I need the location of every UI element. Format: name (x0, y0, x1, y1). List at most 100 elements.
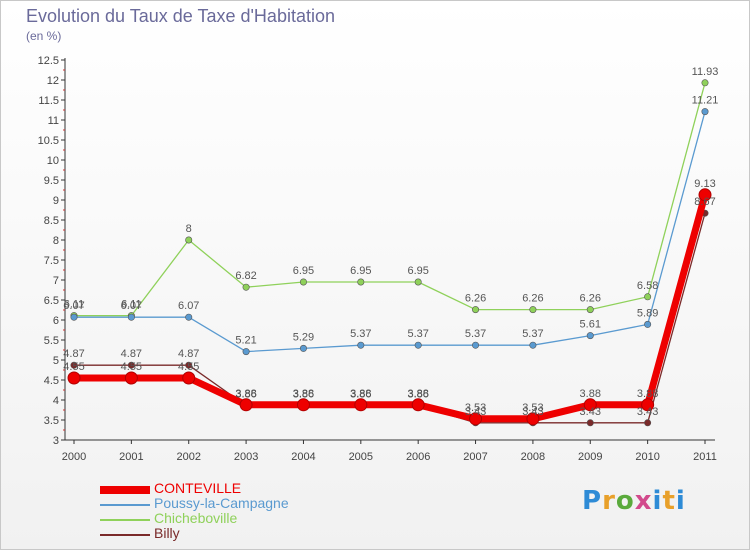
data-label: 6.07 (63, 300, 84, 312)
data-point (529, 306, 537, 314)
legend-label: Billy (154, 525, 180, 541)
series-line (73, 82, 706, 317)
data-label: 5.37 (407, 328, 428, 340)
data-label: 5.37 (465, 328, 486, 340)
x-tick-label: 2000 (62, 451, 86, 463)
data-point (239, 398, 253, 412)
y-tick-label: 10 (47, 155, 59, 167)
y-tick-label: 8.5 (44, 215, 59, 227)
data-point (185, 313, 193, 321)
data-point (583, 398, 597, 412)
data-point (354, 398, 368, 412)
data-label: 6.11 (64, 299, 85, 311)
data-point (182, 371, 196, 385)
data-point (586, 419, 594, 427)
data-label: 6.82 (235, 270, 256, 282)
y-tick-label: 11 (48, 115, 59, 127)
data-point (127, 361, 135, 369)
y-tick-label: 12 (47, 75, 59, 87)
data-point (357, 341, 365, 349)
x-tick-label: 2004 (291, 451, 315, 463)
data-label: 3.88 (637, 388, 658, 400)
data-point (299, 278, 307, 286)
data-label: 6.07 (121, 300, 142, 312)
data-point (124, 371, 138, 385)
data-label: 5.37 (522, 328, 543, 340)
data-label: 6.11 (121, 299, 142, 311)
data-label: 3.43 (580, 406, 601, 418)
data-point (296, 398, 310, 412)
series-line (73, 110, 706, 353)
proxiti-logo: Proxiti (582, 486, 686, 516)
data-label: 3.86 (407, 389, 428, 401)
data-label: 3.86 (235, 389, 256, 401)
data-label: 3.86 (293, 389, 314, 401)
y-tick-label: 7 (53, 275, 59, 287)
data-label: 5.61 (580, 319, 601, 331)
data-point (586, 306, 594, 314)
y-tick-label: 9.5 (44, 175, 59, 187)
legend-swatch (100, 504, 150, 506)
data-point (472, 341, 480, 349)
data-label: 3.88 (580, 388, 601, 400)
data-label: 6.95 (350, 265, 371, 277)
data-point (67, 371, 81, 385)
data-label: 11.21 (692, 95, 719, 107)
x-tick-label: 2003 (234, 451, 258, 463)
data-label: 6.26 (465, 293, 486, 305)
data-point (185, 236, 193, 244)
x-tick-label: 2001 (119, 451, 143, 463)
data-point (299, 344, 307, 352)
series-line (70, 191, 709, 423)
x-tick-label: 2011 (693, 451, 717, 463)
data-point (414, 278, 422, 286)
y-tick-label: 4 (53, 395, 59, 407)
data-label: 4.55 (121, 361, 142, 373)
data-label: 8.67 (694, 196, 715, 208)
chart-subtitle: (en %) (26, 29, 62, 43)
data-point (242, 348, 250, 356)
data-label: 9.13 (694, 178, 715, 190)
y-tick-label: 12.5 (38, 55, 59, 67)
data-label: 3.88 (407, 388, 428, 400)
data-point (185, 361, 193, 369)
x-tick-label: 2010 (635, 451, 659, 463)
data-label: 4.87 (178, 348, 199, 360)
data-point (641, 398, 655, 412)
data-point (701, 108, 709, 116)
y-tick-label: 4.5 (44, 375, 59, 387)
data-label: 4.55 (178, 361, 199, 373)
legend-label: Chicheboville (154, 510, 238, 526)
legend-swatch (100, 486, 150, 494)
data-point (586, 332, 594, 340)
data-label: 3.43 (522, 406, 543, 418)
chart-title: Evolution du Taux de Taxe d'Habitation (26, 6, 335, 26)
data-label: 5.37 (350, 328, 371, 340)
y-tick-label: 6 (53, 315, 59, 327)
legend-swatch (100, 534, 150, 536)
y-tick-label: 8 (53, 235, 59, 247)
x-tick-label: 2008 (521, 451, 545, 463)
y-tick-label: 11.5 (38, 95, 59, 107)
y-tick-label: 5.5 (44, 335, 59, 347)
data-label: 6.95 (407, 265, 428, 277)
data-label: 3.43 (637, 406, 658, 418)
data-point (644, 419, 652, 427)
data-point (472, 306, 480, 314)
data-label: 3.88 (350, 388, 371, 400)
y-tick-label: 9 (53, 195, 59, 207)
data-point (469, 412, 483, 426)
data-label: 3.53 (522, 402, 543, 414)
y-tick-label: 6.5 (44, 295, 59, 307)
data-point (644, 293, 652, 301)
data-point (526, 412, 540, 426)
y-tick-label: 3.5 (44, 415, 59, 427)
data-point (529, 341, 537, 349)
data-label: 6.95 (293, 265, 314, 277)
y-tick-label: 3 (53, 435, 59, 447)
legend-label: Poussy-la-Campagne (154, 495, 289, 511)
data-label: 6.07 (178, 300, 199, 312)
y-tick-label: 10.5 (38, 135, 59, 147)
